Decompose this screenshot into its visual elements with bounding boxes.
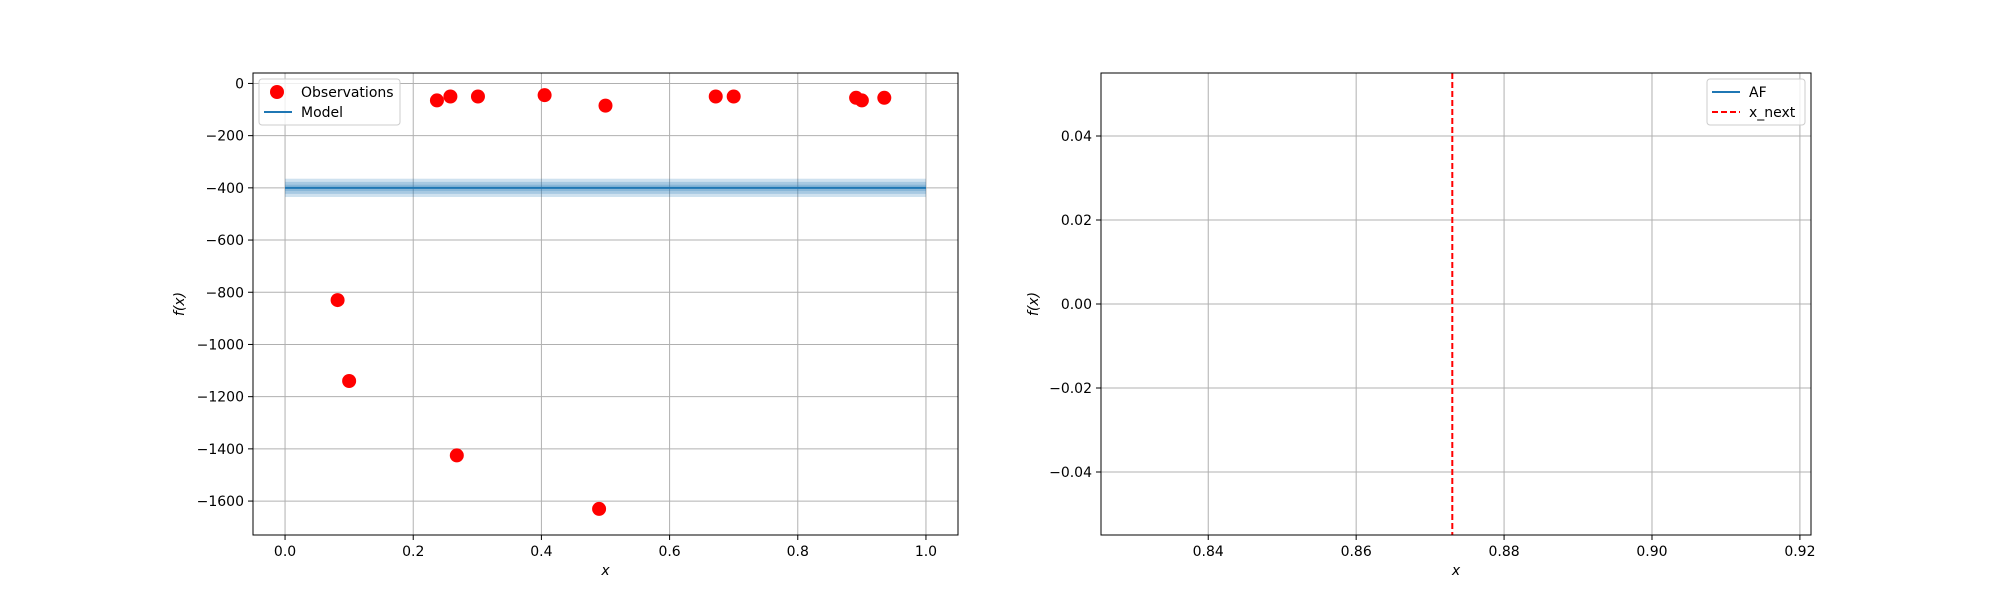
x-tick-label: 0.92 — [1784, 544, 1815, 560]
observation-point — [537, 88, 552, 103]
y-tick-label: −1000 — [197, 337, 244, 353]
y-tick-label: 0.00 — [1061, 297, 1092, 313]
x-tick-label: 1.0 — [915, 544, 937, 560]
legend-af-label: AF — [1749, 85, 1767, 101]
x-tick-label: 0.86 — [1341, 544, 1372, 560]
y-tick-label: −400 — [206, 181, 244, 197]
observations-model-chart: 0.0 0.2 0.4 0.6 0.8 1.0 0 −200 −400 −600 −800 −1000… — [172, 72, 959, 579]
legend-box — [1706, 78, 1806, 126]
y-tick-label: 0.02 — [1061, 213, 1092, 229]
y-axis-label: f(x) — [1026, 292, 1042, 316]
observation-point — [443, 89, 458, 104]
y-tick-label: −200 — [206, 129, 244, 145]
x-tick-label: 0.88 — [1488, 544, 1519, 560]
observation-point — [598, 98, 613, 113]
x-tick-label: 0.0 — [274, 544, 296, 560]
x-tick-label: 0.8 — [787, 544, 809, 560]
legend-observations-marker — [270, 85, 284, 99]
y-tick-label: −1400 — [197, 442, 244, 458]
x-axis-label: x — [1451, 563, 1461, 579]
y-tick-label: −1200 — [197, 390, 244, 406]
y-tick-label: 0.04 — [1061, 129, 1092, 145]
legend: Observations Model — [258, 78, 401, 126]
x-tick-label: 0.90 — [1636, 544, 1667, 560]
observation-point — [342, 374, 357, 388]
x-tick-label: 0.84 — [1193, 544, 1224, 560]
y-tick-label: −0.04 — [1049, 465, 1092, 481]
y-tick-label: −800 — [206, 285, 244, 301]
legend-box — [258, 78, 401, 126]
observation-point — [726, 89, 741, 104]
y-axis-label: f(x) — [172, 292, 188, 316]
x-tick-label: 0.4 — [530, 544, 552, 560]
x-axis-label: x — [600, 563, 610, 579]
plot-frame — [252, 72, 959, 536]
legend-x-next-label: x_next — [1749, 105, 1796, 121]
y-tick-label: 0 — [235, 76, 244, 92]
y-tick-label: −0.02 — [1049, 381, 1092, 397]
observation-point — [877, 90, 892, 105]
observation-point — [330, 293, 345, 308]
observation-point — [592, 501, 607, 516]
observation-point — [708, 89, 723, 104]
observation-point — [854, 93, 869, 108]
y-tick-label: −600 — [206, 233, 244, 249]
observation-point — [449, 448, 464, 463]
acquisition-function-chart: 0.84 0.86 0.88 0.90 0.92 0.04 0.02 0.00 −0.02 −0.… — [1026, 72, 1815, 579]
legend-observations-label: Observations — [301, 85, 394, 101]
x-tick-label: 0.2 — [402, 544, 424, 560]
observation-point — [429, 93, 444, 108]
legend-model-label: Model — [301, 105, 343, 121]
legend: AF x_next — [1706, 78, 1806, 126]
y-tick-label: −1600 — [197, 494, 244, 510]
x-tick-label: 0.6 — [658, 544, 680, 560]
observation-point — [470, 89, 485, 104]
